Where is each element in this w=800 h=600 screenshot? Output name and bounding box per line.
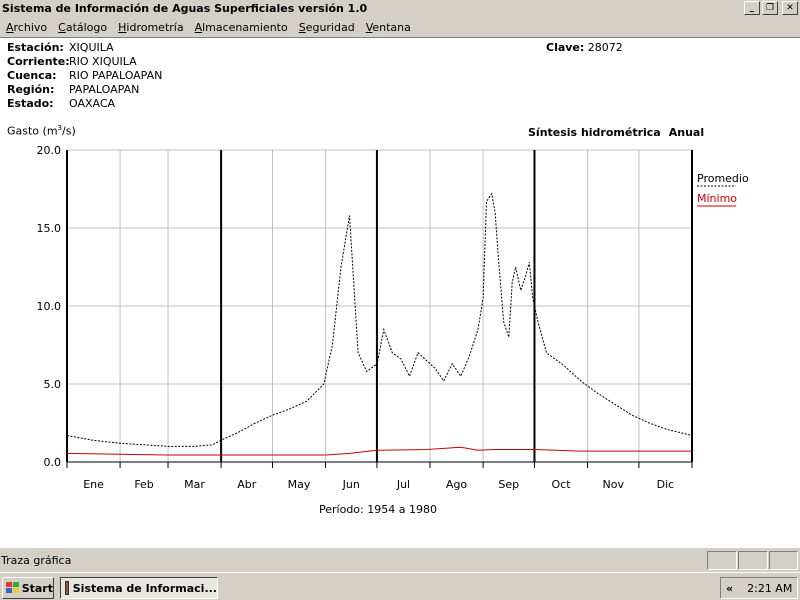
menu-ventana-rest: entana — [372, 21, 411, 34]
x-tick-label: Jul — [396, 478, 410, 491]
series-line-promedio — [66, 192, 693, 447]
chart-title: Síntesis hidrométrica Anual — [528, 126, 704, 139]
clock: 2:21 AM — [747, 581, 793, 595]
status-panel-1 — [707, 551, 737, 570]
menu-catalogo-rest: atálogo — [65, 21, 108, 34]
menu-seguridad-key: S — [298, 21, 306, 34]
clave-value: 28072 — [587, 41, 623, 54]
minimize-button[interactable]: _ — [744, 1, 760, 15]
station-info: Estación: XIQUILA Corriente:RIO XIQUILA C… — [7, 41, 162, 111]
y-tick-label: 15.0 — [37, 222, 62, 235]
region-label: Región: — [7, 83, 55, 96]
chart-period-type: Anual — [668, 126, 705, 139]
menu-almacenamiento-rest: lmacenamiento — [202, 21, 288, 34]
y-tick-label: 10.0 — [37, 300, 62, 313]
x-tick-label: Oct — [551, 478, 571, 491]
menu-archivo-key: A — [6, 21, 14, 34]
estacion-label: Estación: — [7, 41, 64, 54]
window-title: Sistema de Información de Aguas Superfic… — [2, 2, 368, 15]
region-value: PAPALOAPAN — [69, 83, 140, 96]
y-axis-title-post: /s) — [62, 124, 76, 138]
menu-ventana[interactable]: Ventana — [366, 19, 411, 37]
clave: Clave: 28072 — [546, 41, 623, 54]
estacion-value: XIQUILA — [69, 41, 114, 54]
system-tray: « 2:21 AM — [720, 577, 798, 599]
y-axis-title: Gasto (m3/s) — [7, 124, 76, 138]
x-tick-label: Ene — [83, 478, 104, 491]
estado-row: Estado: OAXACA — [7, 97, 162, 111]
app-icon — [65, 581, 69, 595]
x-tick-label: Nov — [602, 478, 624, 491]
hydrograph-chart: 0.0 5.0 10.0 15.0 20.0 Ene Feb Mar Abr May Jun Jul A… — [37, 144, 749, 491]
y-axis-title-pre: Gasto (m — [7, 124, 58, 138]
x-tick-label: Feb — [134, 478, 153, 491]
start-button[interactable]: Start — [2, 577, 54, 599]
menu-almacenamiento-key: A — [194, 21, 203, 34]
menu-catalogo[interactable]: Catálogo — [58, 19, 107, 37]
status-panel-2 — [738, 551, 768, 570]
legend-label: Promedio — [697, 172, 749, 185]
estacion-row: Estación: XIQUILA — [7, 41, 162, 55]
cuenca-row: Cuenca: RIO PAPALOAPAN — [7, 69, 162, 83]
x-tick-label: Abr — [237, 478, 257, 491]
chart-title-text: Síntesis hidrométrica — [528, 126, 661, 139]
corriente-value: RIO XIQUILA — [69, 55, 137, 68]
taskbar-app-label: Sistema de Informaci... — [72, 581, 217, 595]
menu-bar: Archivo Catálogo Hidrometría Almacenamie… — [0, 19, 800, 37]
start-label: Start — [21, 581, 53, 595]
clave-label: Clave: — [546, 41, 585, 54]
y-tick-label: 0.0 — [44, 456, 62, 469]
corriente-label: Corriente: — [7, 55, 70, 68]
cuenca-label: Cuenca: — [7, 69, 57, 82]
taskbar: Start Sistema de Informaci... « 2:21 AM — [0, 572, 800, 600]
estado-label: Estado: — [7, 97, 54, 110]
corriente-row: Corriente:RIO XIQUILA — [7, 55, 162, 69]
x-tick-label: Sep — [498, 478, 519, 491]
x-tick-label: Jun — [342, 478, 360, 491]
menu-hidrometria-rest: idrometría — [126, 21, 184, 34]
menu-seguridad[interactable]: Seguridad — [299, 19, 355, 37]
chart-document: Estación: XIQUILA Corriente:RIO XIQUILA C… — [0, 37, 800, 548]
y-tick-label: 20.0 — [37, 144, 62, 157]
x-tick-label: Dic — [657, 478, 675, 491]
x-tick-label: May — [288, 478, 311, 491]
title-bar[interactable]: Sistema de Información de Aguas Superfic… — [0, 0, 800, 18]
menu-archivo[interactable]: Archivo — [6, 19, 47, 37]
x-tick-label: Ago — [446, 478, 468, 491]
region-row: Región: PAPALOAPAN — [7, 83, 162, 97]
menu-hidrometria[interactable]: Hidrometría — [118, 19, 183, 37]
menu-catalogo-key: C — [58, 21, 66, 34]
tray-expand-icon[interactable]: « — [726, 581, 734, 595]
status-panel-3 — [769, 551, 798, 570]
restore-button[interactable]: ❐ — [762, 1, 778, 15]
close-button[interactable]: ✕ — [782, 1, 798, 15]
windows-flag-icon — [6, 582, 19, 594]
menu-archivo-rest: rchivo — [13, 21, 48, 34]
menu-almacenamiento[interactable]: Almacenamiento — [195, 19, 288, 37]
app-window: Sistema de Información de Aguas Superfic… — [0, 0, 800, 572]
series-line-mnimo — [66, 446, 692, 456]
status-text: Traza gráfica — [1, 554, 72, 567]
status-bar: Traza gráfica — [0, 550, 800, 572]
legend-label: Mínimo — [697, 192, 737, 205]
y-tick-label: 5.0 — [44, 378, 62, 391]
menu-seguridad-rest: eguridad — [305, 21, 355, 34]
window-controls: _ ❐ ✕ — [744, 1, 798, 15]
menu-ventana-key: V — [365, 21, 373, 34]
x-tick-label: Mar — [184, 478, 205, 491]
periodo-label: Período: 1954 a 1980 — [319, 503, 437, 516]
estado-value: OAXACA — [69, 97, 116, 110]
cuenca-value: RIO PAPALOAPAN — [69, 69, 163, 82]
menu-hidrometria-key: H — [118, 21, 127, 34]
y-axis-title-sup: 3 — [57, 124, 63, 132]
taskbar-app-button[interactable]: Sistema de Informaci... — [60, 577, 218, 599]
